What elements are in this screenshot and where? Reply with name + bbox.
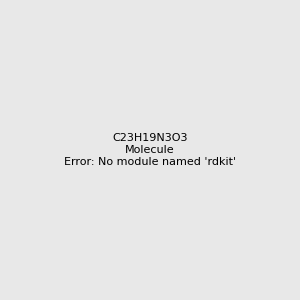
Text: C23H19N3O3
Molecule
Error: No module named 'rdkit': C23H19N3O3 Molecule Error: No module nam…: [64, 134, 236, 166]
